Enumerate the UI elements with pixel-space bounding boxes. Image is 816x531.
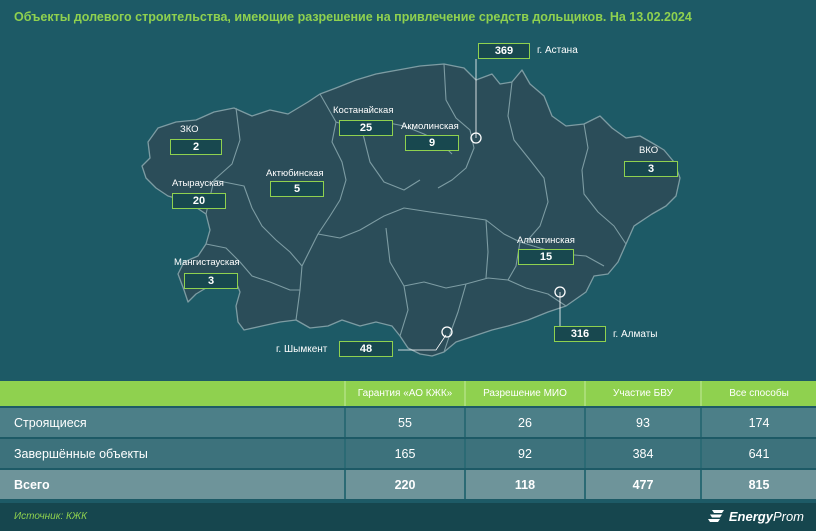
- table-row: Строящиеся 55 26 93 174: [0, 408, 816, 437]
- almaty-marker-icon: [554, 286, 566, 298]
- map-svg: [141, 59, 681, 357]
- region-label-akmola: Акмолинская: [401, 121, 459, 132]
- table-cell: 220: [394, 477, 416, 492]
- logo-text-regular: Prom: [772, 508, 804, 524]
- table-row: Завершённые объекты 165 92 384 641: [0, 439, 816, 468]
- table-cell: 174: [748, 415, 770, 430]
- region-label-zko: ЗКО: [180, 124, 199, 135]
- header-kzhk: Гарантия «АО КЖК»: [357, 388, 453, 399]
- region-value-almaty-obl: 15: [518, 249, 574, 265]
- table-cell: 641: [748, 446, 770, 461]
- shymkent-marker-icon: [441, 326, 453, 338]
- region-value-mangistau: 3: [184, 273, 238, 289]
- city-label-astana: г. Астана: [537, 45, 578, 56]
- city-label-shymkent: г. Шымкент: [276, 344, 328, 355]
- table-cell: 815: [748, 477, 770, 492]
- row-label: Строящиеся: [14, 415, 87, 430]
- logo-text-bold: Energy: [728, 508, 773, 524]
- header-all: Все способы: [729, 388, 789, 399]
- header-bvu: Участие БВУ: [613, 388, 673, 399]
- footer: Источник: КЖК Energy Prom: [0, 503, 816, 531]
- source-note: Источник: КЖК: [14, 511, 87, 522]
- city-value-astana: 369: [478, 43, 530, 59]
- city-value-almaty: 316: [554, 326, 606, 342]
- region-value-aktobe: 5: [270, 181, 324, 197]
- region-value-vko: 3: [624, 161, 678, 177]
- region-label-aktobe: Актюбинская: [266, 168, 324, 179]
- energyprom-logo-icon: [707, 510, 724, 522]
- row-label: Всего: [14, 477, 50, 492]
- table-cell: 165: [394, 446, 416, 461]
- region-label-mangistau: Мангистауская: [174, 257, 240, 268]
- region-label-vko: ВКО: [639, 145, 659, 156]
- table-cell: 384: [632, 446, 654, 461]
- table-cell: 118: [514, 477, 536, 492]
- region-label-kostanay: Костанайская: [333, 105, 394, 116]
- kazakhstan-map: [0, 30, 816, 380]
- country-outline: [141, 63, 681, 357]
- astana-marker-icon: [470, 132, 482, 144]
- region-value-atyrau: 20: [172, 193, 226, 209]
- region-label-atyrau: Атырауская: [172, 178, 224, 189]
- header-mio: Разрешение МИО: [483, 388, 567, 399]
- table-row-total: Всего 220 118 477 815: [0, 470, 816, 499]
- region-value-kostanay: 25: [339, 120, 393, 136]
- energyprom-logo: Energy Prom: [707, 508, 804, 524]
- chart-title: Объекты долевого строительства, имеющие …: [14, 10, 692, 24]
- row-label: Завершённые объекты: [14, 446, 148, 461]
- table-cell: 26: [518, 415, 532, 430]
- region-value-zko: 2: [170, 139, 222, 155]
- table-cell: 92: [518, 446, 532, 461]
- table-cell: 477: [632, 477, 654, 492]
- region-value-akmola: 9: [405, 135, 459, 151]
- table-cell: 55: [398, 415, 412, 430]
- table-header-row: Гарантия «АО КЖК» Разрешение МИО Участие…: [0, 381, 816, 406]
- city-value-shymkent: 48: [339, 341, 393, 357]
- region-label-almaty-obl: Алматинская: [517, 235, 575, 246]
- table-cell: 93: [636, 415, 650, 430]
- city-label-almaty: г. Алматы: [613, 329, 658, 340]
